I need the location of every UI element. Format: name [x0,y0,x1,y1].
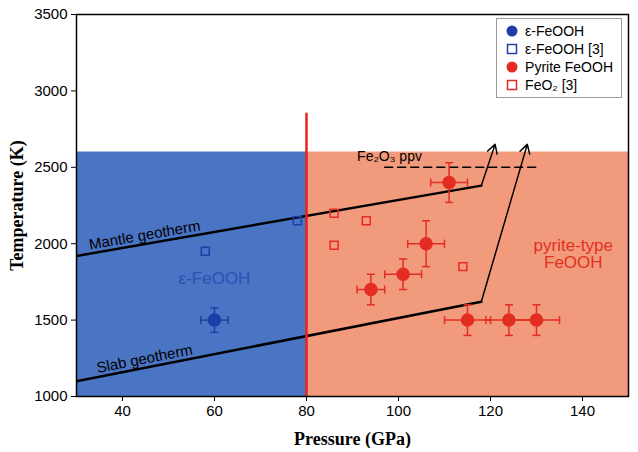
html-text:FeO₂ [3]: FeO₂ [3] [525,77,578,93]
svg-text:Mantle geotherm: Mantle geotherm [88,217,202,253]
svg-text:80: 80 [298,402,315,419]
svg-text:40: 40 [114,402,131,419]
svg-text:3000: 3000 [34,82,67,99]
html-text:Pyrite FeOOH: Pyrite FeOOH [525,59,613,75]
svg-text:Fe₂O₃ ppv: Fe₂O₃ ppv [357,148,422,164]
svg-text:100: 100 [386,402,411,419]
svg-text:120: 120 [478,402,503,419]
html-text:ε-FeOOH [3]: ε-FeOOH [3] [525,41,604,57]
svg-text:60: 60 [206,402,223,419]
html-text:ε-FeOOH: ε-FeOOH [525,23,585,39]
svg-text:1000: 1000 [34,387,67,404]
svg-text:1500: 1500 [34,311,67,328]
svg-text:2500: 2500 [34,158,67,175]
svg-text:140: 140 [570,402,595,419]
svg-text:2000: 2000 [34,235,67,252]
svg-text:ε-FeOOH: ε-FeOOH [179,269,251,288]
svg-text:Slab geotherm: Slab geotherm [95,340,194,375]
svg-text:3500: 3500 [34,5,67,22]
svg-text:Temperature (K): Temperature (K) [7,140,28,270]
svg-text:Pressure (GPa): Pressure (GPa) [294,429,411,449]
svg-text:pyrite-typeFeOOH: pyrite-typeFeOOH [534,236,613,272]
